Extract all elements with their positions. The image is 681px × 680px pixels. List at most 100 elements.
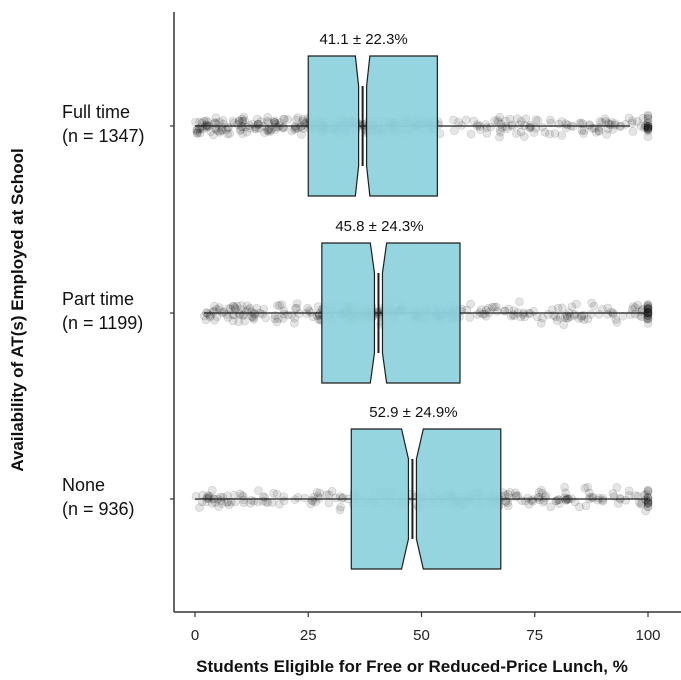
data-point xyxy=(640,123,649,133)
data-point xyxy=(529,128,539,137)
category-label-line2: (n = 936) xyxy=(62,499,135,519)
data-point xyxy=(201,315,211,325)
data-point xyxy=(563,313,573,323)
data-point xyxy=(208,485,217,495)
data-point xyxy=(540,128,550,137)
data-point xyxy=(266,127,275,136)
data-point xyxy=(210,301,219,311)
data-point xyxy=(545,129,554,139)
data-point xyxy=(303,303,312,313)
data-point xyxy=(643,319,653,328)
data-point xyxy=(577,311,586,321)
data-point xyxy=(244,305,253,315)
data-point xyxy=(228,116,238,126)
data-point xyxy=(496,119,506,129)
data-point xyxy=(513,491,523,501)
data-point xyxy=(462,305,472,315)
data-point xyxy=(296,122,305,132)
data-point xyxy=(235,489,245,499)
data-point xyxy=(482,129,492,138)
data-point xyxy=(273,301,282,310)
data-point xyxy=(480,309,489,319)
data-point xyxy=(228,310,238,320)
data-point xyxy=(242,127,252,137)
data-point xyxy=(575,502,584,512)
x-tick-label: 0 xyxy=(191,627,199,644)
data-point xyxy=(519,132,529,141)
data-point xyxy=(274,499,284,509)
data-point xyxy=(311,497,320,507)
box xyxy=(307,55,438,197)
data-point xyxy=(261,313,270,323)
data-point xyxy=(487,302,497,312)
data-point xyxy=(292,115,301,125)
data-point xyxy=(248,312,257,322)
data-point xyxy=(643,123,653,133)
data-point xyxy=(505,488,515,497)
data-point xyxy=(643,125,653,134)
data-point xyxy=(204,493,214,503)
data-point xyxy=(641,506,651,516)
data-point xyxy=(643,126,653,136)
data-point xyxy=(621,495,631,505)
data-point xyxy=(202,116,211,126)
data-point xyxy=(277,300,287,310)
data-point xyxy=(598,495,607,505)
data-point xyxy=(496,127,505,137)
data-point xyxy=(240,116,249,125)
data-point xyxy=(239,495,248,505)
data-point xyxy=(557,303,567,313)
data-point xyxy=(638,113,648,123)
data-point xyxy=(228,316,238,326)
data-point xyxy=(511,488,520,498)
data-point xyxy=(535,495,544,505)
data-point xyxy=(478,309,488,319)
data-point xyxy=(449,115,458,125)
data-point xyxy=(262,116,272,126)
data-point xyxy=(251,124,261,134)
data-point xyxy=(533,493,543,502)
data-point xyxy=(202,120,211,130)
data-point xyxy=(643,110,653,120)
data-point xyxy=(264,127,273,136)
data-point xyxy=(240,316,249,326)
data-point xyxy=(643,311,653,321)
data-point xyxy=(234,309,244,319)
data-point xyxy=(197,118,207,128)
data-point xyxy=(580,483,590,493)
data-point xyxy=(204,310,213,319)
data-point xyxy=(481,311,491,321)
data-point xyxy=(337,493,347,503)
data-point xyxy=(283,115,293,124)
data-point xyxy=(595,117,605,126)
data-point xyxy=(219,307,229,317)
data-point xyxy=(603,309,613,319)
data-point xyxy=(247,311,256,321)
data-point xyxy=(490,116,499,125)
data-point xyxy=(195,128,205,138)
data-point xyxy=(215,305,224,315)
data-point xyxy=(643,124,653,133)
data-point xyxy=(203,493,212,502)
data-point xyxy=(643,301,653,310)
data-point xyxy=(603,303,613,313)
data-point xyxy=(598,305,607,314)
axis-layer xyxy=(173,12,681,613)
data-point xyxy=(252,114,262,124)
data-point xyxy=(280,114,289,124)
data-point xyxy=(615,493,625,503)
category-label-line1: None xyxy=(62,475,105,495)
data-point xyxy=(192,124,202,134)
data-point xyxy=(534,487,544,497)
data-point xyxy=(279,309,289,319)
data-point xyxy=(306,499,316,509)
data-point xyxy=(475,125,485,134)
data-point xyxy=(461,115,471,125)
data-point xyxy=(643,313,653,323)
data-point xyxy=(469,116,479,126)
data-point xyxy=(229,118,239,128)
data-point xyxy=(538,488,547,498)
data-point xyxy=(312,488,322,497)
data-point xyxy=(546,502,556,512)
data-point xyxy=(192,128,202,138)
